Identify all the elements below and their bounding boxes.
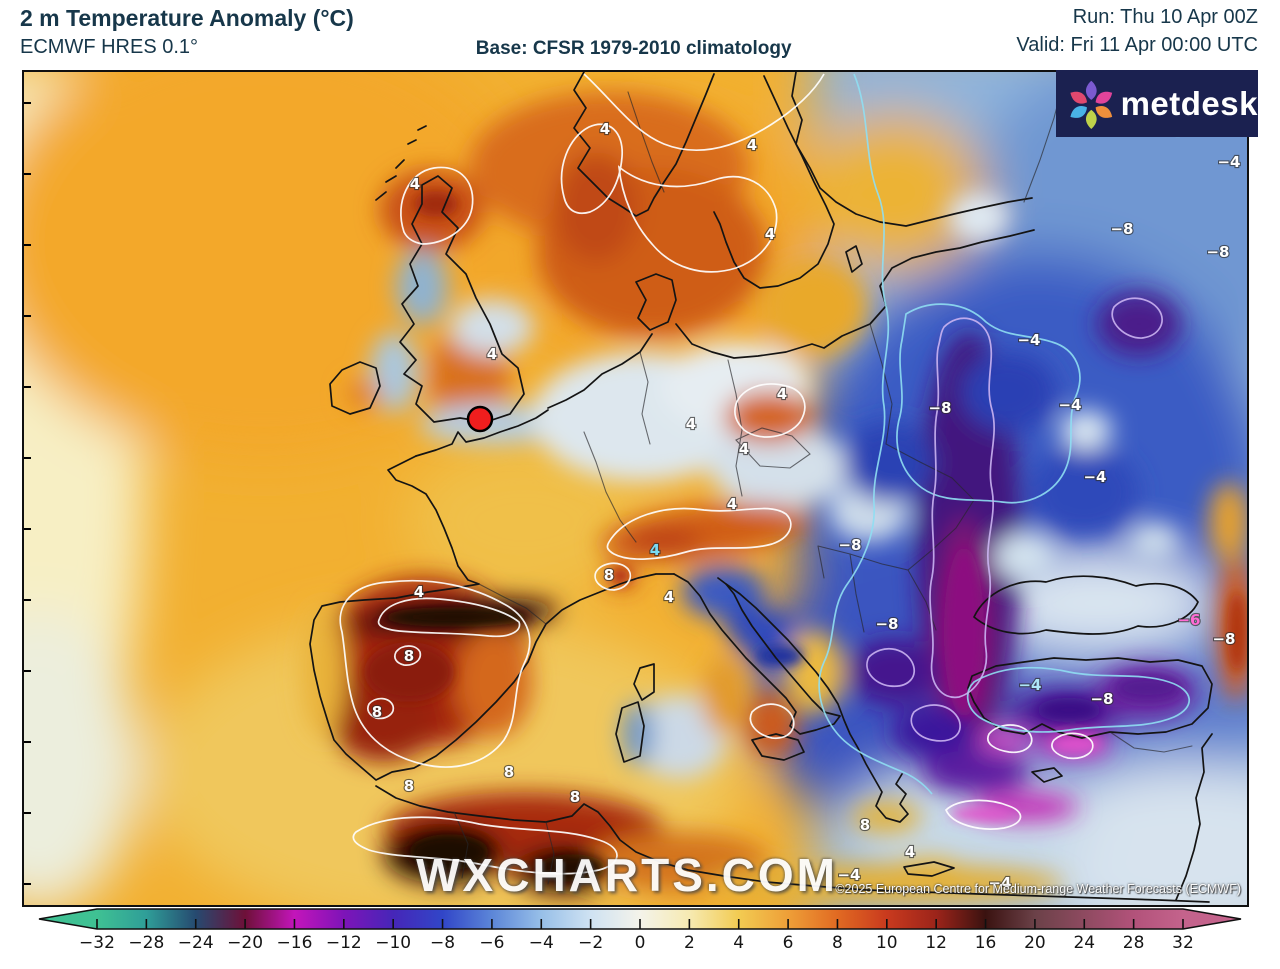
contour-label: −4 <box>1018 676 1041 694</box>
temperature-anomaly-field: 4 4 4 4 4 4 4 4 4 4 −4 −4 −4 −4 −8 −8 −8 −8 −8 −8 −8 −6 −4 −4 −4… <box>24 72 1247 905</box>
colorbar-ticks <box>96 919 1184 929</box>
contour-label: 4 <box>905 843 915 861</box>
contour-label: −8 <box>928 399 951 417</box>
run-time-label: Run: Thu 10 Apr 00Z <box>1072 6 1258 28</box>
logo-petal <box>1070 91 1087 104</box>
colorbar-tick-label: −6 <box>479 933 505 953</box>
coastlines <box>309 72 1213 903</box>
colorbar-tick-label: −8 <box>430 933 456 953</box>
contour-label: 4 <box>664 588 674 606</box>
colorbar-tick-label: −20 <box>227 933 264 953</box>
contour-label: −4 <box>1217 153 1240 171</box>
contour-label: 8 <box>860 816 870 834</box>
contour-label: −4 <box>988 874 1011 892</box>
climatology-base-label: Base: CFSR 1979-2010 climatology <box>475 38 792 59</box>
contour-label: −8 <box>875 615 898 633</box>
contour-label: −4 <box>837 866 860 884</box>
contour-label: 4 <box>410 175 420 193</box>
cold-contour-lines-minus4 <box>818 73 1199 795</box>
colorbar-tick-label: 24 <box>1073 933 1096 953</box>
contour-label: 8 <box>404 777 414 795</box>
colorbar-tick-label: −28 <box>128 933 165 953</box>
watermark: WXCHARTS.COM <box>416 849 838 901</box>
contour-label: 4 <box>777 385 787 403</box>
colorbar-tick-label: −16 <box>276 933 313 953</box>
contour-label: 4 <box>765 225 775 243</box>
logo-petal <box>1095 91 1113 104</box>
metdesk-asterisk-icon <box>1070 80 1113 129</box>
contour-label: −4 <box>1083 468 1106 486</box>
location-marker <box>466 405 494 433</box>
logo-petal <box>1085 80 1097 100</box>
contour-label: −8 <box>1110 220 1133 238</box>
colorbar-tick-label: 12 <box>925 933 947 953</box>
model-label: ECMWF HRES 0.1° <box>20 36 199 58</box>
contour-label: 8 <box>404 647 414 665</box>
contour-label: 4 <box>727 495 737 513</box>
colorbar-tick-label: −24 <box>177 933 214 953</box>
copyright-notice: ©2025 European Centre for Medium-range W… <box>835 882 1241 896</box>
contour-label: 4 <box>747 136 757 154</box>
contour-label: 8 <box>604 566 614 584</box>
valid-time-label: Valid: Fri 11 Apr 00:00 UTC <box>1016 34 1258 56</box>
contour-label: −8 <box>1212 630 1235 648</box>
colorbar-tick-label: 20 <box>1024 933 1046 953</box>
contour-label: 8 <box>504 763 514 781</box>
contour-label: 4 <box>414 583 424 601</box>
contour-label: −8 <box>838 536 861 554</box>
colorbar-tick-label: −4 <box>528 933 554 953</box>
colorbar-tick-label: 4 <box>733 933 745 953</box>
colorbar-tick-label: 0 <box>634 933 646 953</box>
contour-label: −8 <box>1206 243 1229 261</box>
colorbar-tick-label: −32 <box>79 933 115 953</box>
logo-petal <box>1085 109 1097 129</box>
latitude-tick-marks <box>24 102 31 885</box>
colorbar-labels: −32 −28 −24 −20 −16 −12 −10 −8 −6 −4 −2 0 2 4 6 8 10 12 16… <box>0 933 1280 959</box>
contour-label: −6 <box>1177 611 1200 629</box>
contour-label: −4 <box>1017 331 1040 349</box>
cold-contour-lines-minus8 <box>866 297 1163 742</box>
logo-petal <box>1070 105 1087 118</box>
contour-label: −8 <box>1090 690 1113 708</box>
colorbar-tick-label: 8 <box>832 933 843 953</box>
page-title: 2 m Temperature Anomaly (°C) <box>20 5 354 31</box>
contour-label: 8 <box>570 788 580 806</box>
contour-label: 4 <box>487 345 497 363</box>
colorbar-tick-label: −12 <box>325 933 362 953</box>
contour-label: 4 <box>686 415 696 433</box>
country-borders <box>453 79 1193 885</box>
colorbar-tick-label: −10 <box>375 933 412 953</box>
contour-value-labels: 4 4 4 4 4 4 4 4 4 4 −4 −4 −4 −4 −8 −8 −8 −8 −8 −8 −8 −6 −4 −4 −4… <box>371 119 1242 893</box>
warm-contour-lines <box>339 73 1094 875</box>
colorbar-tick-label: 10 <box>875 933 898 953</box>
colorbar-tick-label: −2 <box>578 933 604 953</box>
colorbar-tick-label: 16 <box>974 933 997 953</box>
contour-label: 4 <box>600 120 610 138</box>
contour-label: 8 <box>372 703 382 721</box>
contour-label: 4 <box>650 541 660 559</box>
contour-label: −4 <box>1058 396 1081 414</box>
logo-petal <box>1095 105 1113 118</box>
map-area: 4 4 4 4 4 4 4 4 4 4 −4 −4 −4 −4 −8 −8 −8 −8 −8 −8 −8 −6 −4 −4 −4… <box>22 70 1249 907</box>
colorbar <box>38 908 1242 930</box>
contour-label: 4 <box>739 440 749 458</box>
metdesk-logo-text: metdesk <box>1120 84 1258 122</box>
colorbar-tick-label: 2 <box>683 933 695 953</box>
colorbar-tick-label: 32 <box>1172 933 1194 953</box>
colorbar-tick-label: 28 <box>1122 933 1145 953</box>
metdesk-logo: metdesk <box>1056 70 1258 137</box>
colorbar-tick-label: 6 <box>782 933 794 953</box>
